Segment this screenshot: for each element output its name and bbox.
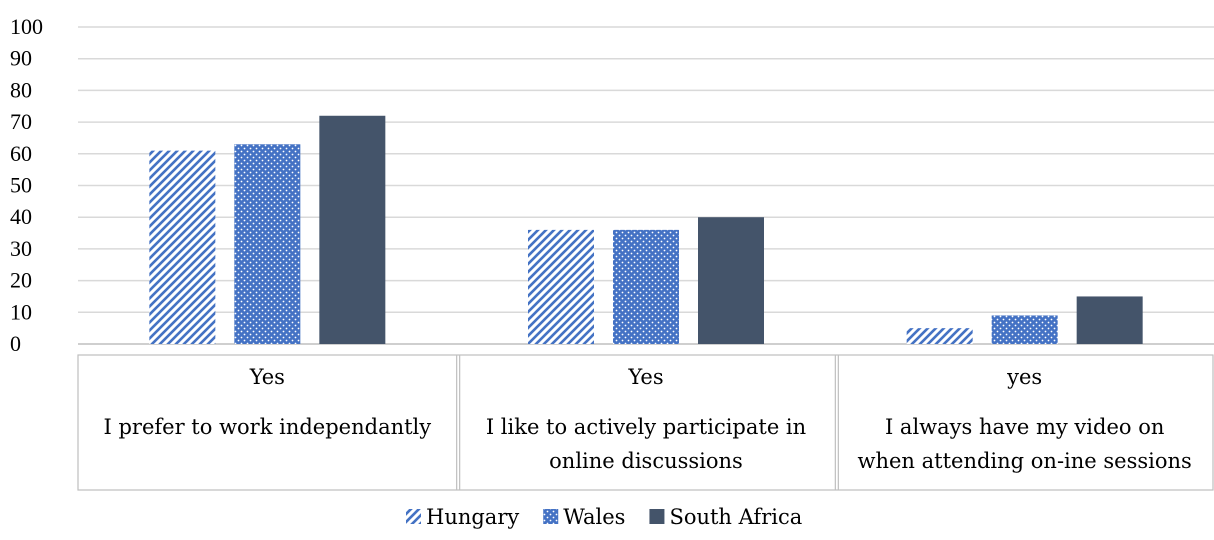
category-statement-label: I like to actively participate in (486, 415, 806, 439)
y-tick-label: 30 (10, 236, 32, 261)
category-response-label: Yes (249, 365, 285, 389)
bar-south-africa (698, 217, 764, 344)
legend: Hungary Wales South Africa (406, 505, 802, 529)
bar-hungary (149, 150, 216, 344)
y-tick-label: 40 (10, 204, 32, 229)
y-tick-label: 100 (10, 14, 43, 39)
y-axis-ticks: 0 10 20 30 40 50 60 70 80 90 100 (10, 14, 43, 356)
table-border (77, 354, 1214, 491)
category-table: Yes I prefer to work independantly Yes I li… (77, 354, 1214, 491)
y-tick-label: 0 (10, 331, 21, 356)
y-tick-label: 10 (10, 299, 32, 324)
bar-wales (234, 144, 301, 344)
bars (149, 115, 1143, 344)
category-response-label: Yes (627, 365, 663, 389)
category-statement-label: when attending on-ine sessions (858, 449, 1192, 473)
category-statement-label: I always have my video on (885, 415, 1164, 439)
y-tick-label: 70 (10, 109, 32, 134)
legend-label: Wales (563, 505, 625, 529)
legend-swatch (649, 509, 665, 524)
bar-wales (991, 315, 1058, 344)
category-response-label: yes (1006, 365, 1042, 389)
y-tick-label: 50 (10, 173, 32, 198)
y-tick-label: 60 (10, 141, 32, 166)
bar-south-africa (1076, 296, 1143, 344)
legend-swatch (406, 509, 421, 524)
y-tick-label: 90 (10, 46, 32, 71)
bar-wales (613, 229, 679, 344)
y-tick-label: 80 (10, 77, 32, 102)
bar-hungary (528, 229, 594, 344)
legend-swatch (543, 509, 559, 524)
y-tick-label: 20 (10, 268, 32, 293)
bar-south-africa (319, 115, 386, 344)
legend-label: South Africa (669, 505, 802, 529)
category-statement-label: I prefer to work independantly (104, 415, 432, 439)
bar-hungary (906, 328, 973, 344)
legend-label: Hungary (426, 505, 519, 529)
category-statement-label: online discussions (549, 449, 743, 473)
